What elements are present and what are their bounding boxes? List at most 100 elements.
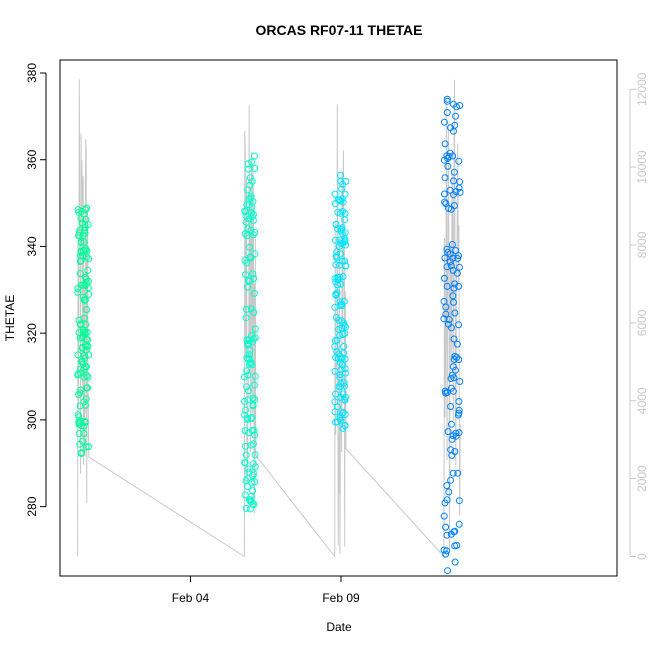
data-point [246,253,254,261]
y-right-tick-label: 8000 [635,231,649,258]
data-point [443,282,451,290]
data-point [248,177,256,185]
data-point [82,245,90,253]
data-point [447,262,455,270]
data-point [456,263,463,271]
data-point [83,253,91,261]
data-point [450,284,458,292]
data-point [449,254,457,262]
axes-layer: 280 300 320 340 360 380 0 2000 4000 6000 8000 10000… [25,63,649,605]
data-point [79,293,87,301]
data-point [81,297,89,304]
data-point [446,186,454,194]
data-point [82,395,90,403]
data-point [447,375,455,382]
data-point [440,546,448,554]
data-point [452,247,460,254]
altitude-line-layer [77,79,461,558]
data-point [77,215,85,223]
data-point [332,261,340,269]
x-tick-label: Feb 09 [322,591,360,605]
data-point [242,218,250,226]
y-right-tick-label: 4000 [635,387,649,414]
data-point [251,396,259,404]
data-point [332,418,340,426]
data-point [248,209,256,217]
data-point [246,243,254,251]
data-point [441,174,449,182]
data-point [451,542,459,550]
data-point [85,284,92,292]
data-point [449,469,457,477]
data-point [454,411,462,419]
data-point [341,382,349,390]
data-point [337,225,345,233]
data-point [76,389,84,397]
data-point [74,288,82,296]
data-point [336,236,344,244]
y-tick-label: 320 [25,323,39,343]
data-point [249,472,257,480]
data-point [333,348,341,355]
data-point [75,208,83,216]
data-point [82,206,90,214]
y-right-tick-label: 10000 [635,150,649,184]
data-point [80,314,88,322]
data-point [81,229,89,237]
data-point [440,512,448,520]
data-point [249,402,257,410]
data-point [331,398,339,406]
data-point [251,325,259,333]
data-point [251,164,259,172]
data-point [332,220,340,228]
data-point [335,325,343,333]
x-tick-label: Feb 04 [172,591,210,605]
y-right-tick-label: 12000 [635,72,649,106]
data-point [340,297,348,305]
data-point [84,373,92,381]
data-point [251,451,259,459]
data-point [331,367,339,375]
data-point [332,390,340,398]
data-point [244,283,252,291]
data-point [337,177,345,185]
data-point [74,370,82,378]
data-point [443,97,451,105]
data-point [453,353,461,361]
data-point [443,245,451,253]
data-point [456,188,464,196]
data-point [74,351,82,359]
data-point [76,270,84,278]
data-point [83,306,91,314]
data-point [75,413,83,421]
data-point [442,550,450,558]
data-point [79,281,87,289]
data-point [337,354,345,362]
data-point [241,459,249,466]
data-point [247,441,255,449]
data-point [455,157,463,165]
data-point [336,413,344,421]
data-point [243,259,251,267]
y-tick-label: 360 [25,149,39,169]
data-point [247,415,255,423]
data-point [442,200,450,208]
data-point [242,406,250,414]
data-point [455,321,463,329]
data-point [449,152,457,160]
data-point [441,140,449,148]
data-point [443,482,451,490]
data-point [442,303,450,311]
data-point [442,310,450,318]
data-point [453,340,461,348]
data-point [342,323,349,331]
data-point [445,316,453,324]
data-point [80,422,88,430]
data-point [450,168,458,176]
data-point [440,274,448,282]
data-point [85,290,93,298]
data-point [454,255,462,262]
data-point [447,324,455,332]
data-point [443,531,451,539]
data-point [332,252,340,260]
